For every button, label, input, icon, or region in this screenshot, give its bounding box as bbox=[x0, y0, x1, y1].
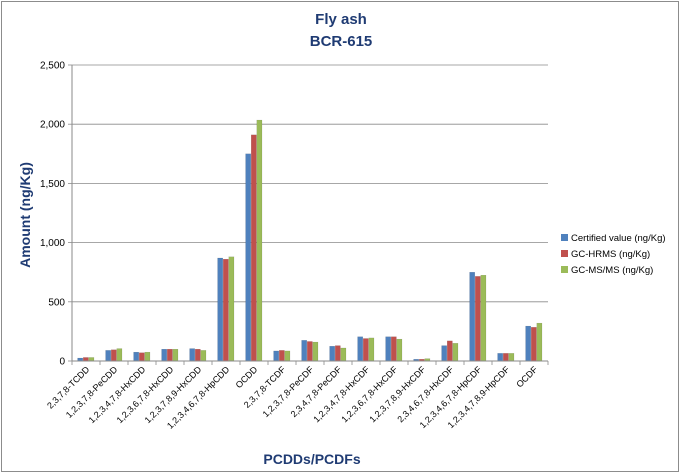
bar bbox=[223, 259, 229, 362]
bar bbox=[189, 348, 195, 362]
bar bbox=[531, 327, 537, 362]
bar bbox=[133, 351, 139, 362]
legend-swatch bbox=[561, 250, 568, 257]
x-tick-label: 1,2,3,7,8-PeCDF bbox=[261, 364, 316, 419]
legend-swatch bbox=[561, 234, 568, 241]
y-tick-label: 1,500 bbox=[40, 179, 65, 190]
bars bbox=[77, 119, 543, 362]
y-tick-label: 500 bbox=[48, 297, 65, 308]
y-tick-label: 2,000 bbox=[40, 120, 65, 131]
bar bbox=[217, 257, 223, 362]
bar bbox=[111, 349, 117, 362]
y-tick-label: 0 bbox=[59, 357, 65, 368]
bar bbox=[88, 357, 95, 362]
bar bbox=[312, 341, 319, 362]
bar bbox=[83, 357, 89, 362]
bar bbox=[195, 349, 201, 362]
bar bbox=[144, 351, 151, 362]
bar bbox=[245, 153, 251, 362]
x-tick-label: OCDF bbox=[514, 364, 539, 389]
bar bbox=[357, 336, 363, 362]
bar bbox=[329, 346, 335, 362]
x-tick-label: OCDD bbox=[234, 364, 260, 390]
bar bbox=[396, 338, 403, 362]
bar bbox=[307, 341, 313, 362]
x-axis-title: PCDDs/PCDFs bbox=[263, 451, 360, 467]
bar bbox=[200, 350, 207, 362]
bar bbox=[340, 347, 347, 362]
bar bbox=[105, 350, 111, 362]
bar bbox=[441, 345, 447, 362]
legend: Certified value (ng/Kg) GC-HRMS (ng/Kg) GC… bbox=[561, 233, 666, 276]
bar bbox=[139, 352, 145, 362]
legend-swatch bbox=[561, 266, 568, 273]
bar bbox=[508, 353, 515, 362]
axes bbox=[71, 65, 549, 365]
bar bbox=[256, 119, 263, 362]
bar bbox=[497, 353, 503, 362]
bar bbox=[228, 256, 235, 362]
bar bbox=[503, 353, 509, 362]
bar bbox=[301, 340, 307, 362]
legend-label: Certified value (ng/Kg) bbox=[571, 233, 666, 244]
legend-label: GC-MS/MS (ng/Kg) bbox=[571, 265, 653, 276]
bar bbox=[335, 345, 341, 362]
x-axis-labels: 2,3,7,8-TCDD1,2,3,7,8-PeCDD1,2,3,4,7,8-H… bbox=[45, 364, 540, 431]
y-tick-label: 1,000 bbox=[40, 238, 65, 249]
bar bbox=[284, 350, 291, 362]
bar bbox=[363, 338, 369, 362]
chart-subtitle: BCR-615 bbox=[310, 33, 373, 50]
bar bbox=[475, 276, 481, 362]
x-tick-label: 2,3,4,7,8-PeCDF bbox=[289, 364, 344, 419]
bar bbox=[167, 349, 173, 362]
bar bbox=[525, 325, 531, 362]
bar bbox=[273, 350, 279, 362]
bar bbox=[279, 350, 285, 362]
bar bbox=[452, 343, 459, 362]
bar bbox=[368, 337, 375, 362]
bar bbox=[161, 349, 167, 362]
bar bbox=[469, 272, 475, 362]
bar bbox=[385, 336, 391, 362]
bar bbox=[536, 322, 543, 362]
bar bbox=[251, 134, 257, 362]
gridlines bbox=[72, 64, 548, 303]
y-axis-ticks: 0 500 1,000 1,500 2,000 2,500 bbox=[40, 61, 72, 368]
bar bbox=[480, 275, 487, 362]
bar bbox=[172, 349, 179, 362]
bar bbox=[116, 348, 123, 362]
y-axis-title: Amount (ng/Kg) bbox=[17, 162, 33, 268]
chart-title: Fly ash bbox=[315, 11, 367, 28]
y-tick-label: 2,500 bbox=[40, 61, 65, 72]
bar bbox=[447, 340, 453, 362]
bar bbox=[391, 336, 397, 362]
legend-label: GC-HRMS (ng/Kg) bbox=[571, 249, 650, 260]
